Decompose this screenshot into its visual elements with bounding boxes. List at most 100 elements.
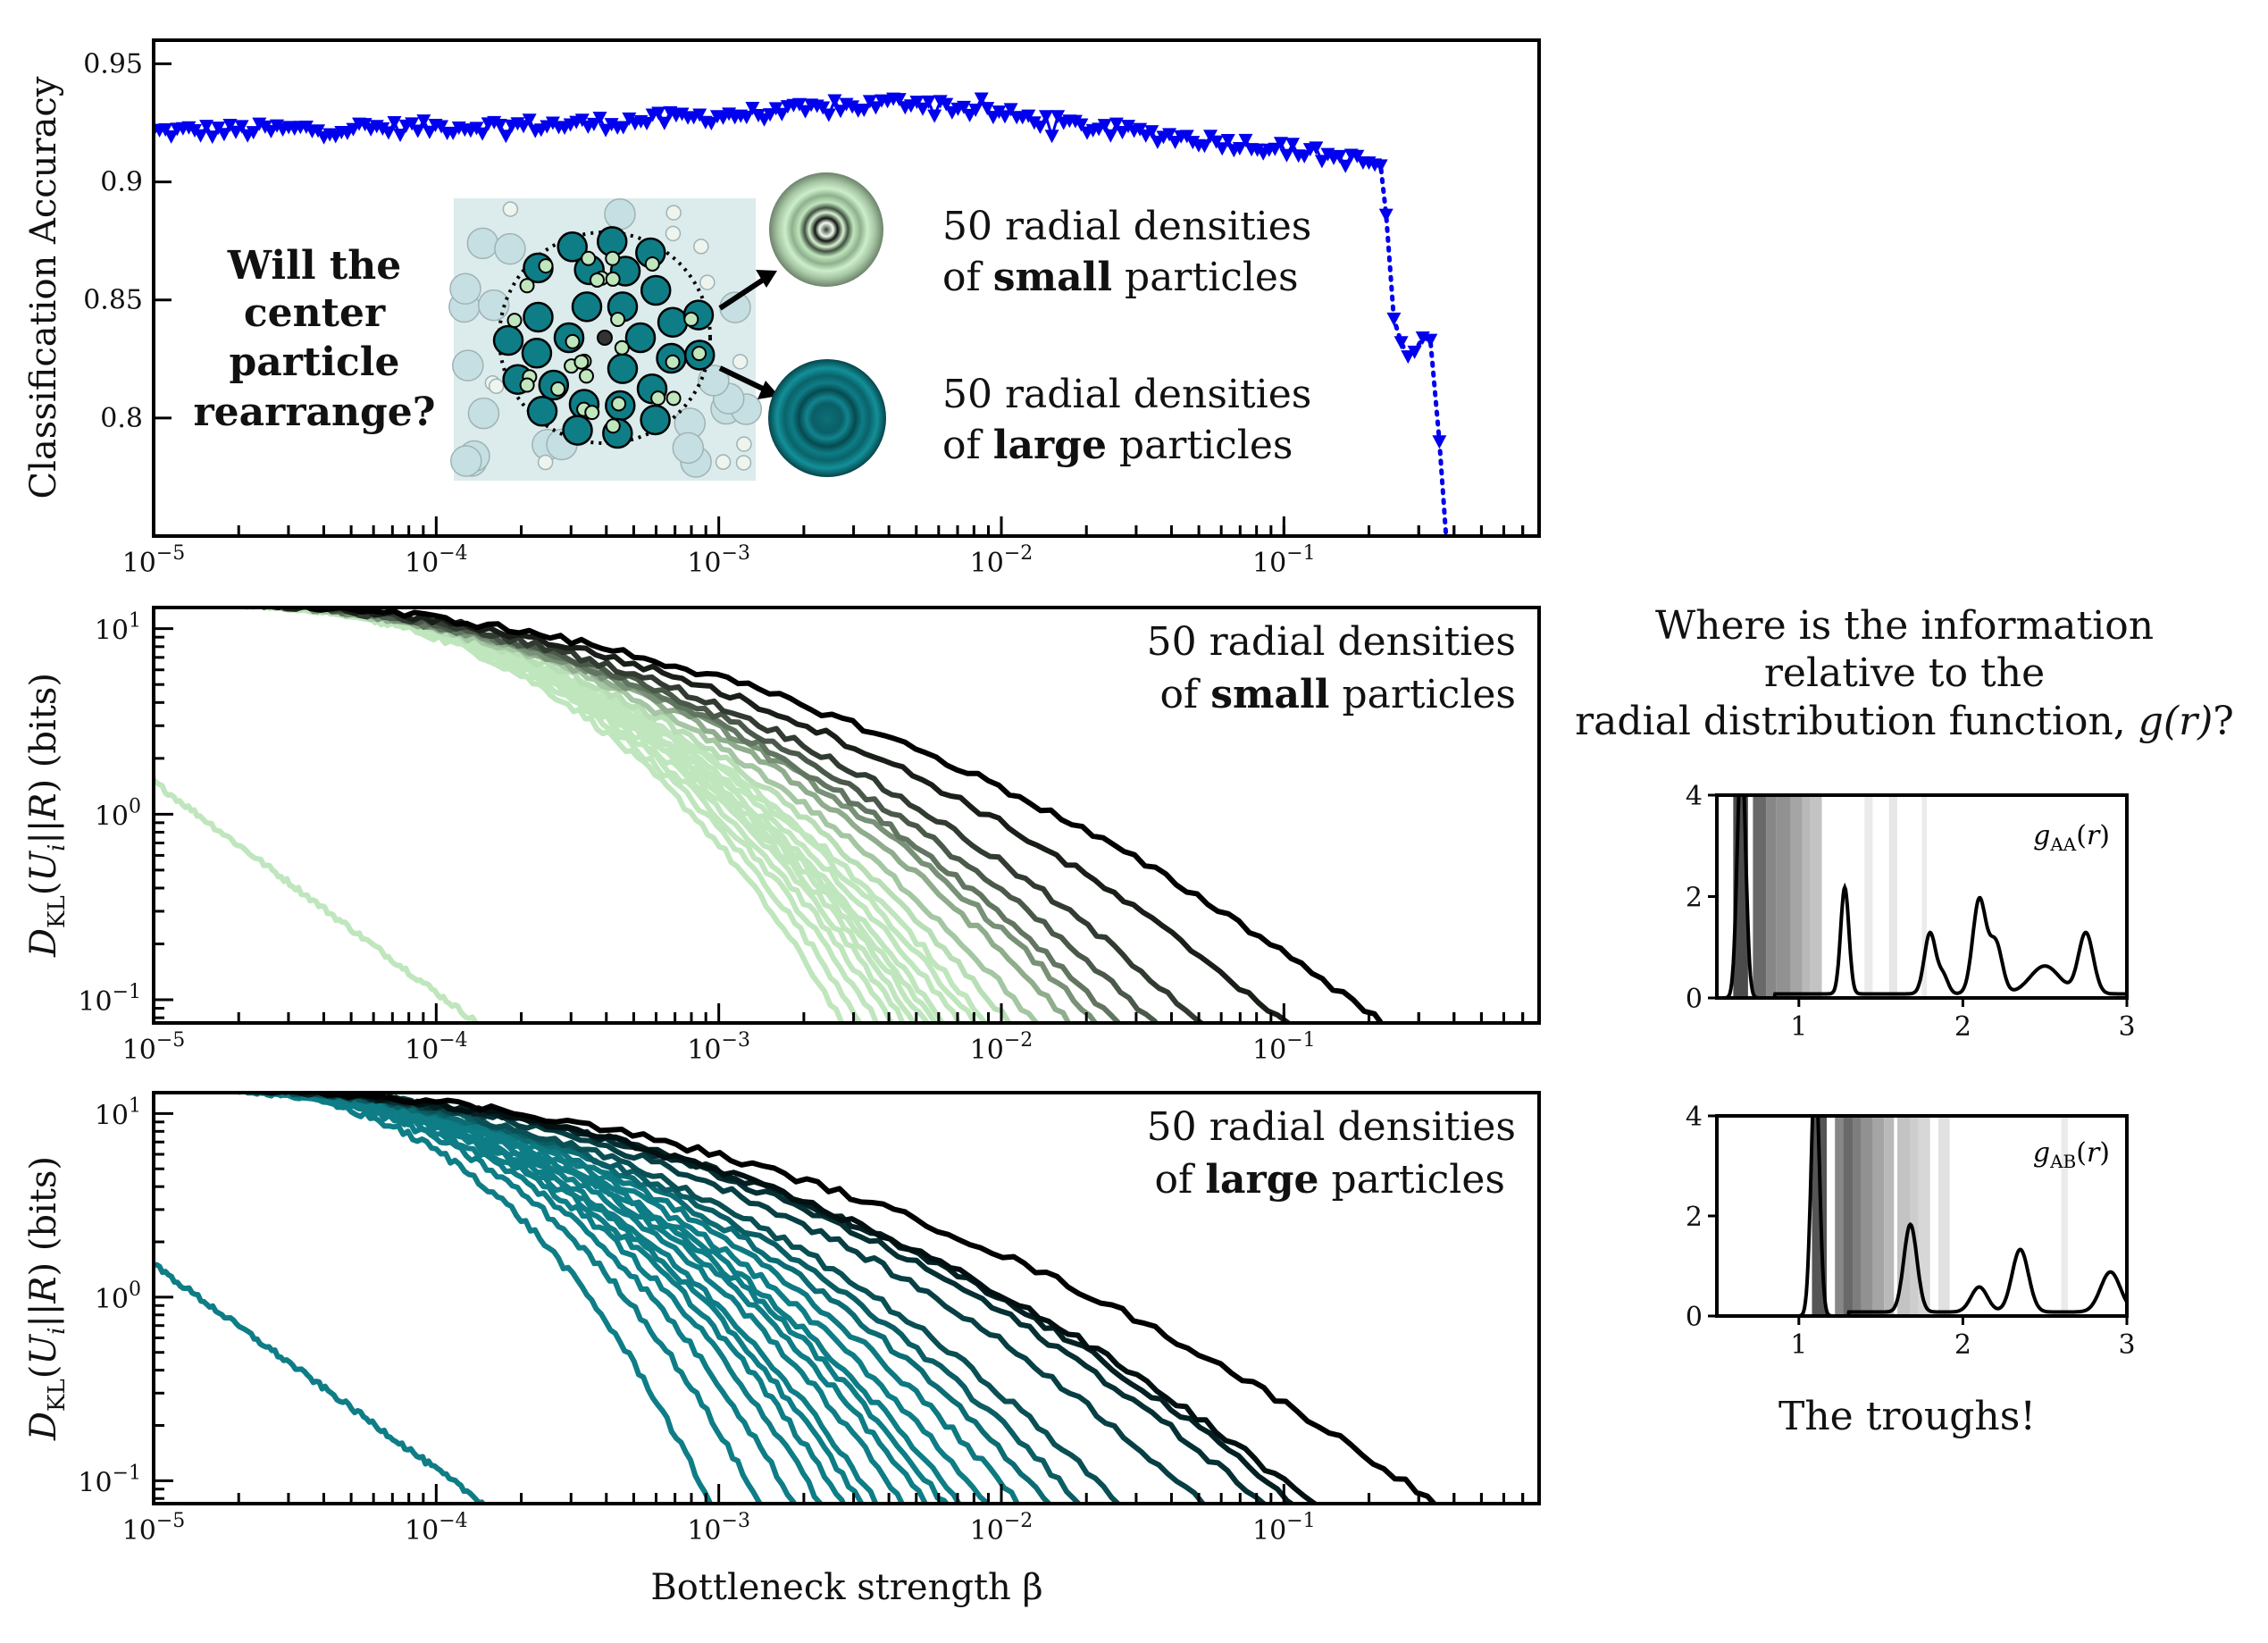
gAA-curve <box>1717 795 2127 998</box>
gAA-xtick-label: 2 <box>1954 1011 1971 1043</box>
large-xtick-label: 10−4 <box>405 1510 468 1547</box>
accuracy-marker <box>974 92 989 106</box>
large-xtick-label: 10−2 <box>970 1510 1034 1547</box>
large-title-bold: large <box>1205 1157 1318 1203</box>
large-dkl-curve <box>179 1093 950 1504</box>
background-particle <box>732 354 749 370</box>
accuracy-marker <box>158 123 173 138</box>
background-particle <box>665 205 682 221</box>
accuracy-marker <box>1044 130 1059 144</box>
accuracy-marker <box>387 116 402 130</box>
accuracy-marker <box>704 117 719 131</box>
small-particle <box>589 272 605 288</box>
accuracy-marker <box>381 126 396 140</box>
background-particle <box>450 445 482 477</box>
accuracy-ytick-label: 0.8 <box>100 403 143 434</box>
accuracy-marker <box>857 103 872 117</box>
arrow-to-small <box>718 276 766 311</box>
accuracy-marker <box>1215 142 1230 156</box>
large-dkl-curve <box>154 1262 489 1504</box>
accuracy-marker <box>798 105 813 119</box>
large-ylabel: DKL(Ui||R) (bits) <box>23 1156 71 1441</box>
accuracy-ytick-label: 0.95 <box>83 48 143 80</box>
background-particle <box>494 232 526 265</box>
accuracy-marker <box>375 122 390 136</box>
small-particle <box>578 368 594 384</box>
accuracy-marker <box>1285 138 1301 152</box>
gAB-trough-band <box>1853 1116 1862 1316</box>
arrow-to-large <box>718 365 766 392</box>
large-dkl-curve <box>214 1093 824 1504</box>
small-particle <box>605 418 621 434</box>
accuracy-marker <box>1373 159 1388 173</box>
accuracy-marker <box>833 105 848 119</box>
accuracy-marker <box>722 107 737 122</box>
large-ytick-label: 10−1 <box>78 1462 141 1498</box>
small-title-bold: small <box>1210 672 1329 717</box>
small-particle <box>605 271 621 287</box>
gAA-trough-band <box>1802 795 1811 998</box>
large-particle <box>640 404 671 436</box>
small-particle <box>650 390 666 407</box>
side-answer: The troughs! <box>1778 1394 2036 1439</box>
accuracy-marker <box>193 129 208 143</box>
small-dkl-curve <box>249 608 1123 1023</box>
accuracy-marker <box>246 126 261 140</box>
inset-small-prefix: of <box>942 255 993 300</box>
accuracy-xtick-label: 10−1 <box>1252 542 1316 579</box>
large-particle <box>640 274 672 306</box>
accuracy-marker <box>791 97 807 112</box>
small-particles-panel: 10−5 10−4 10−3 10−2 10−1 10−1 100 101 50 radial… <box>23 606 1541 1066</box>
accuracy-marker <box>416 114 431 129</box>
accuracy-marker <box>909 96 925 110</box>
accuracy-marker <box>651 106 666 121</box>
inset-small-line-2: of small particles <box>942 255 1299 300</box>
background-particle <box>502 201 519 217</box>
large-dkl-curve <box>175 1093 1021 1504</box>
accuracy-marker <box>1401 350 1416 365</box>
small-particle <box>565 333 581 349</box>
accuracy-marker <box>545 116 560 130</box>
accuracy-marker <box>163 130 179 144</box>
accuracy-marker <box>1273 137 1288 151</box>
large-particle <box>523 301 554 333</box>
background-particle <box>604 197 636 231</box>
small-panel-title-line-1: 50 radial densities <box>1147 619 1516 665</box>
small-xtick-label: 10−4 <box>405 1029 468 1066</box>
accuracy-plot-frame <box>152 38 1541 538</box>
small-particle <box>644 256 660 272</box>
accuracy-marker <box>1021 109 1036 123</box>
side-question-line-3: radial distribution function, g(r)? <box>1575 699 2234 744</box>
gAB-ytick-label: 2 <box>1686 1202 1703 1233</box>
large-xtick-label: 10−1 <box>1252 1510 1316 1547</box>
inset-large-prefix: of <box>942 423 993 468</box>
large-xtick-label: 10−5 <box>122 1510 186 1547</box>
accuracy-marker <box>1220 134 1235 148</box>
accuracy-panel: 10−5 10−4 10−3 10−2 10−1 0.8 0.85 0.9 0.95 Class… <box>23 38 1541 579</box>
side-question-line-2: relative to the <box>1764 650 2045 696</box>
large-dkl-curve <box>206 1093 1438 1504</box>
accuracy-marker <box>498 130 514 144</box>
small-xtick-label: 10−3 <box>687 1029 750 1066</box>
accuracy-ylabel: Classification Accuracy <box>23 76 64 499</box>
small-xtick-label: 10−2 <box>970 1029 1034 1066</box>
large-dkl-curve <box>154 1093 992 1504</box>
accuracy-marker <box>692 108 707 122</box>
gAB-trough-band <box>1843 1116 1854 1316</box>
small-ytick-label: 10−1 <box>78 981 141 1018</box>
large-particle <box>657 306 689 338</box>
accuracy-marker <box>1039 110 1054 124</box>
accuracy-marker <box>1103 129 1118 143</box>
large-panel-title-line-1: 50 radial densities <box>1147 1104 1516 1150</box>
gAA-xtick-label: 3 <box>2118 1011 2135 1043</box>
small-particle <box>665 390 682 407</box>
accuracy-marker <box>422 125 437 139</box>
accuracy-marker <box>774 107 790 122</box>
accuracy-marker <box>915 102 930 116</box>
accuracy-marker <box>1441 553 1455 566</box>
particle-snapshot <box>448 197 763 478</box>
accuracy-marker <box>956 100 971 114</box>
background-particle <box>736 436 752 452</box>
inset-small-suffix: particles <box>1112 255 1299 300</box>
